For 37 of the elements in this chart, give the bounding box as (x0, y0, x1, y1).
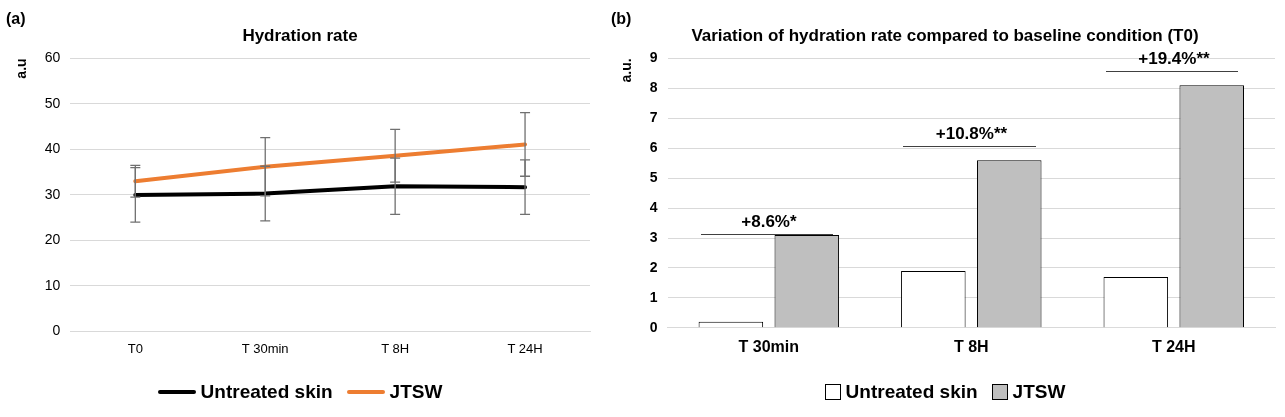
x-tick-label: T 24H (507, 340, 543, 356)
y-tick-label: 8 (649, 79, 658, 96)
annotation: +8.6%* (741, 212, 797, 232)
text: (a) (6, 10, 26, 28)
text: (b) (611, 10, 632, 28)
y-tick-label: 2 (649, 258, 658, 275)
y-tick-label: 6 (649, 139, 658, 156)
y-tick-label: 60 (44, 49, 61, 66)
x-tick-label: T 8H (953, 337, 989, 355)
y-tick-label: 20 (44, 231, 61, 248)
y-tick-label: 10 (44, 276, 61, 293)
x-tick-label: T 8H (381, 340, 410, 356)
annotation: +19.4%** (1138, 49, 1210, 70)
y-tick-label: 4 (649, 198, 658, 215)
y-tick-label: 3 (649, 228, 658, 245)
chart-title: Variation of hydration rate compared to baseline condition (T0) (691, 25, 1199, 45)
legend-label: JTSW (1012, 381, 1066, 403)
y-axis-title: a.u. (618, 58, 635, 83)
y-tick-label: 5 (649, 168, 658, 185)
x-tick-label: T 30min (241, 340, 289, 356)
y-tick-label: 9 (649, 49, 658, 66)
y-tick-label: 0 (52, 322, 61, 339)
legend-label: Untreated skin (200, 381, 333, 403)
y-tick-label: 0 (649, 318, 658, 335)
chart-title: Hydration rate (242, 25, 358, 45)
y-axis-title: a.u (13, 58, 30, 79)
y-tick-label: 50 (44, 94, 61, 111)
x-tick-label: T0 (127, 340, 143, 356)
y-tick-label: 30 (44, 185, 61, 202)
x-tick-label: T 24H (1151, 337, 1196, 355)
text: Untreated skin (845, 381, 978, 403)
y-tick-label: 40 (44, 140, 61, 157)
legend-label: JTSW (389, 381, 443, 403)
x-tick-label: T 30min (738, 337, 800, 355)
annotation: +10.8%** (935, 124, 1008, 145)
y-tick-label: 1 (649, 288, 658, 305)
y-tick-label: 7 (649, 109, 658, 126)
